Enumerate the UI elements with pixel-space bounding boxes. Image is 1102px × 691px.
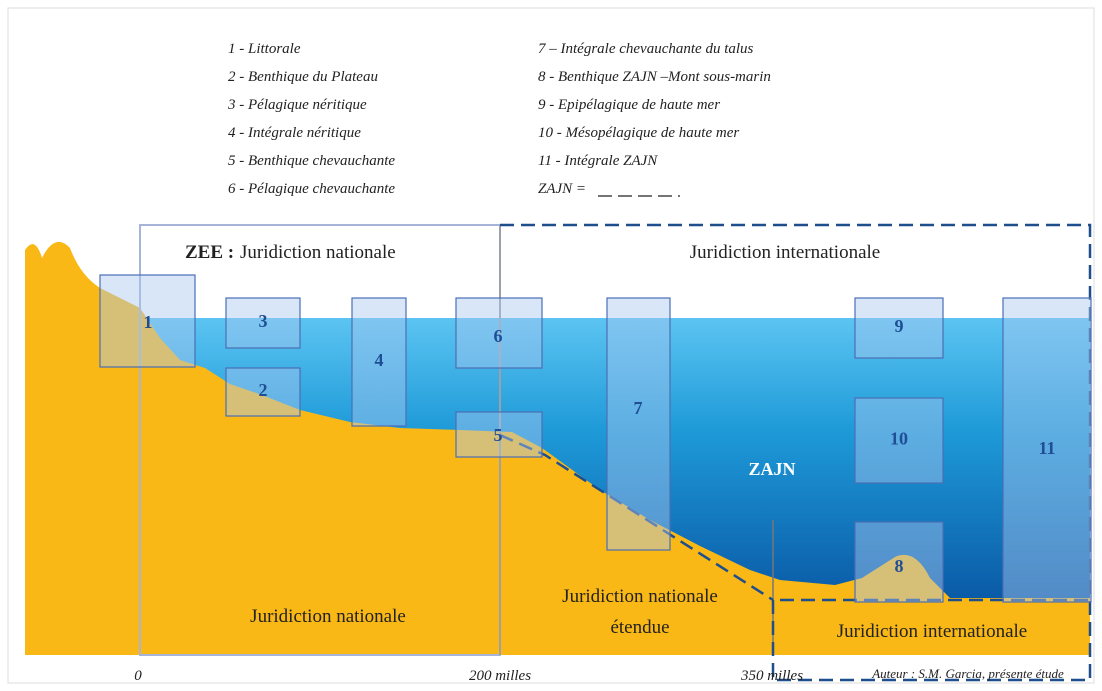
region-label: Juridiction internationale — [837, 621, 1027, 642]
axis-label: 200 milles — [469, 668, 531, 684]
zone-number: 3 — [259, 311, 268, 331]
legend-item: 2 - Benthique du Plateau — [228, 69, 378, 85]
legend-item: 9 - Epipélagique de haute mer — [538, 97, 720, 113]
zee-label: ZEE : — [185, 242, 234, 263]
region-label: Juridiction nationale — [250, 606, 406, 627]
legend-item: 1 - Littorale — [228, 41, 301, 57]
legend-item: 3 - Pélagique néritique — [227, 97, 367, 113]
zone-number: 2 — [259, 380, 268, 400]
zone-number: 5 — [494, 425, 503, 445]
zone-number: 1 — [144, 312, 153, 332]
legend-item: 8 - Benthique ZAJN –Mont sous-marin — [538, 69, 771, 85]
zone-number: 9 — [895, 316, 904, 336]
zone-number: 4 — [375, 350, 384, 370]
zone-number: 7 — [634, 398, 643, 418]
legend-item: 7 – Intégrale chevauchante du talus — [538, 41, 754, 57]
legend-item: 6 - Pélagique chevauchante — [228, 181, 395, 197]
region-label: ZAJN — [748, 459, 795, 479]
legend-item: 5 - Benthique chevauchante — [228, 153, 395, 169]
zone-number: 8 — [895, 556, 904, 576]
region-label: Juridiction nationale — [562, 586, 718, 607]
axis-label: 350 milles — [740, 668, 803, 684]
legend-item: 11 - Intégrale ZAJN — [538, 153, 658, 169]
axis-label: 0 — [134, 668, 142, 684]
region-label: étendue — [610, 617, 669, 638]
zone-box — [607, 298, 670, 550]
region-label: Juridiction nationale — [240, 242, 396, 263]
zone-number: 11 — [1038, 438, 1055, 458]
region-label: Juridiction internationale — [690, 242, 880, 263]
zone-number: 6 — [494, 326, 503, 346]
credit: Auteur : S.M. Garcia, présente étude — [871, 666, 1064, 681]
legend-item: 10 - Mésopélagique de haute mer — [538, 125, 739, 141]
diagram: 1 - Littorale 2 - Benthique du Plateau 3 -… — [0, 0, 1102, 691]
legend-item: ZAJN = — [538, 181, 586, 197]
zone-number: 10 — [890, 429, 908, 449]
legend-item: 4 - Intégrale néritique — [228, 125, 361, 141]
